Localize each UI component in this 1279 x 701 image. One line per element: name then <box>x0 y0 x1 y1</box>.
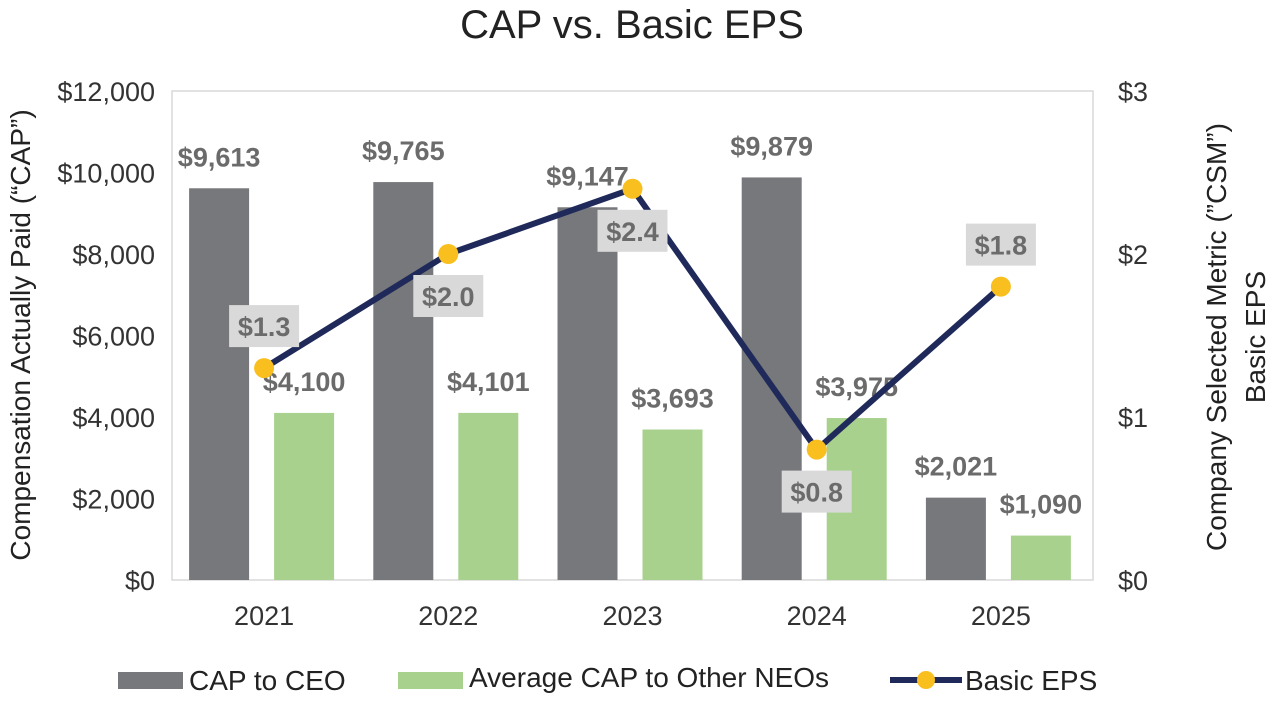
legend-label-ceo: CAP to CEO <box>189 665 346 696</box>
left-tick-label: $6,000 <box>72 322 155 352</box>
plot-area-border <box>171 90 1094 581</box>
eps-data-label: $2.0 <box>422 282 475 312</box>
left-tick-label: $12,000 <box>57 77 155 107</box>
eps-label-box <box>781 470 852 513</box>
neo-cap-data-label: $3,693 <box>631 384 714 414</box>
ceo-cap-bar <box>373 182 434 581</box>
eps-data-label: $1.3 <box>238 312 291 342</box>
x-axis-ticks: 2021 2022 2023 2024 2025 <box>234 601 1031 631</box>
neo-cap-bar <box>274 412 335 580</box>
neo-cap-bar <box>642 429 703 580</box>
right-axis-title-line2: Basic EPS <box>1240 271 1271 403</box>
neo-cap-data-label: $1,090 <box>1000 490 1083 520</box>
legend: CAP to CEO Average CAP to Other NEOs Basic… <box>118 662 1097 696</box>
neo-cap-bar <box>458 412 519 580</box>
eps-series <box>254 178 1011 460</box>
legend-swatch-neo <box>398 672 463 689</box>
eps-marker <box>990 276 1011 297</box>
neo-cap-data-label: $4,101 <box>447 367 530 397</box>
ceo-cap-bar <box>925 497 986 580</box>
left-tick-label: $4,000 <box>72 403 155 433</box>
ceo-cap-data-label: $9,147 <box>546 161 629 191</box>
legend-marker-eps <box>917 671 935 689</box>
left-tick-label: $8,000 <box>72 240 155 270</box>
ceo-cap-data-label: $9,765 <box>362 136 445 166</box>
chart-title: CAP vs. Basic EPS <box>460 3 804 47</box>
ceo-cap-bar <box>741 177 802 580</box>
x-tick-label: 2024 <box>787 601 847 631</box>
ceo-cap-bar <box>557 207 618 580</box>
bar-labels: $9,613 $9,765 $9,147 $9,879 $2,021 $4,100 $4,1… <box>178 131 1082 519</box>
ceo-cap-bar <box>189 188 250 580</box>
neo-cap-data-label: $4,100 <box>263 367 346 397</box>
eps-label-box <box>597 209 668 252</box>
eps-data-label: $0.8 <box>790 478 843 508</box>
ceo-cap-data-label: $9,879 <box>730 131 813 161</box>
ceo-cap-data-label: $9,613 <box>178 142 261 172</box>
right-axis-title-line1: Company Selected Metric (”CSM”) <box>1201 123 1232 551</box>
right-tick-label: $3 <box>1118 77 1148 107</box>
eps-marker <box>806 439 827 460</box>
left-tick-label: $10,000 <box>57 159 155 189</box>
x-tick-label: 2025 <box>971 601 1031 631</box>
x-tick-label: 2022 <box>418 601 478 631</box>
right-tick-label: $2 <box>1118 240 1148 270</box>
legend-label-eps: Basic EPS <box>965 665 1097 696</box>
right-tick-label: $1 <box>1118 403 1148 433</box>
neo-cap-bar <box>1010 535 1071 580</box>
eps-data-label: $2.4 <box>606 217 659 247</box>
left-axis-title: Compensation Actually Paid (“CAP”) <box>5 109 36 560</box>
legend-label-neo: Average CAP to Other NEOs <box>469 662 829 693</box>
eps-label-box <box>413 275 484 317</box>
legend-swatch-ceo <box>118 672 183 689</box>
right-tick-label: $0 <box>1118 566 1148 596</box>
eps-labels: $1.3 $2.0 $2.4 $0.8 $1.8 <box>229 209 1036 513</box>
eps-marker <box>438 244 459 264</box>
ceo-cap-data-label: $2,021 <box>915 452 998 482</box>
left-axis-ticks: $0 $2,000 $4,000 $6,000 $8,000 $10,000 $12,000 <box>57 77 155 596</box>
right-axis-ticks: $0 $1 $2 $3 <box>1118 77 1148 596</box>
x-tick-label: 2021 <box>234 601 294 631</box>
eps-label-box <box>965 223 1036 266</box>
x-tick-label: 2023 <box>602 601 662 631</box>
left-tick-label: $0 <box>125 566 155 596</box>
eps-marker <box>622 178 643 199</box>
eps-marker <box>254 358 275 379</box>
eps-data-label: $1.8 <box>975 231 1028 261</box>
left-tick-label: $2,000 <box>72 485 155 515</box>
eps-label-box <box>229 305 300 348</box>
